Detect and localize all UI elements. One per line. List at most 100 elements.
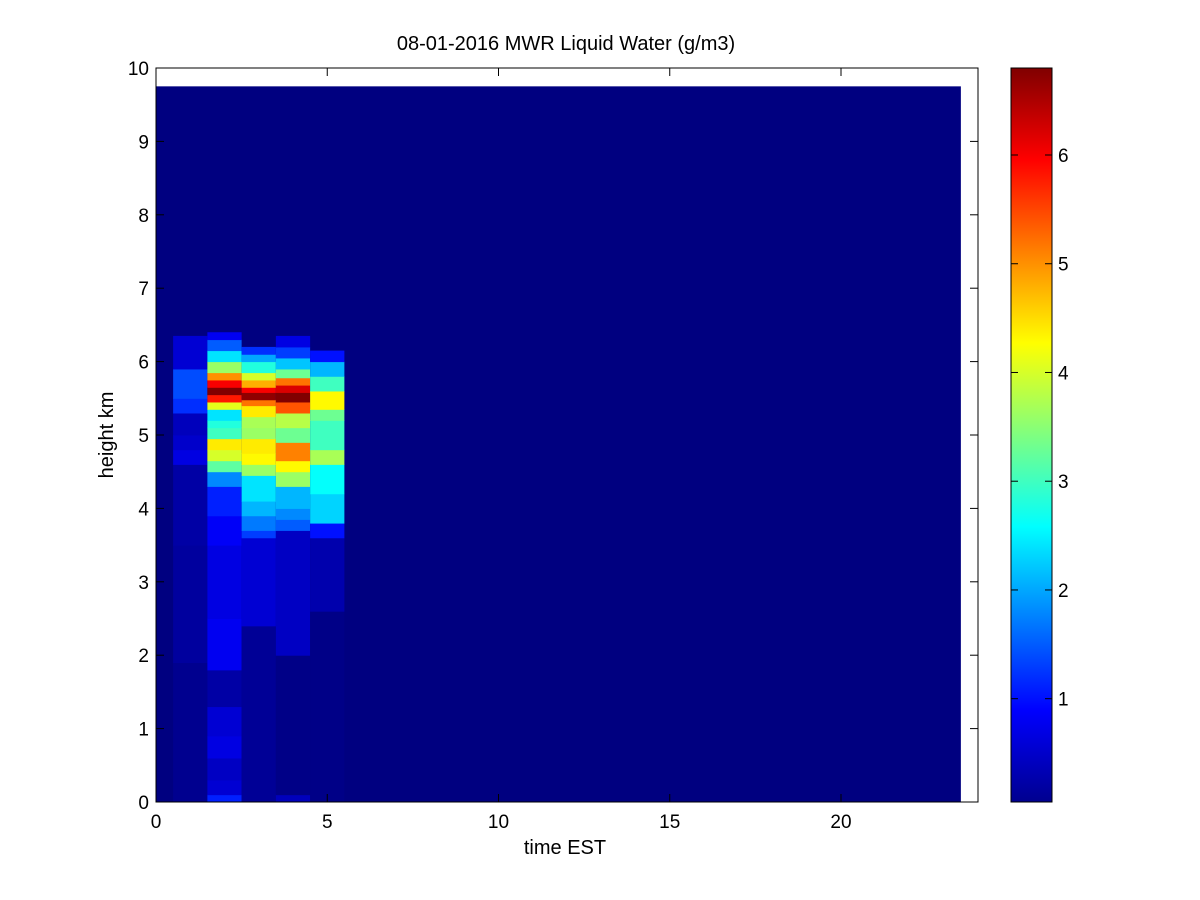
heatmap-cell <box>310 611 345 803</box>
heatmap-cell <box>275 346 311 359</box>
heatmap-cell <box>241 416 276 429</box>
heatmap-cell <box>207 350 242 363</box>
heatmap-cell <box>207 471 242 487</box>
y-tick-label: 6 <box>138 353 149 374</box>
heatmap-cell <box>275 530 311 656</box>
heatmap-cell <box>173 412 208 436</box>
heatmap-cell <box>207 401 242 410</box>
heatmap-cell <box>207 332 242 341</box>
heatmap-cell <box>173 368 208 399</box>
x-tick-label: 10 <box>488 812 509 833</box>
heatmap-cell <box>310 350 345 363</box>
heatmap-cell <box>207 669 242 708</box>
x-tick-label: 20 <box>830 812 851 833</box>
y-tick-label: 10 <box>128 59 149 80</box>
heatmap-cell <box>207 438 242 451</box>
heatmap-cell <box>207 618 242 671</box>
heatmap-cell <box>241 361 276 374</box>
heatmap-cell <box>207 379 242 388</box>
heatmap-cell <box>241 501 276 517</box>
heatmap-cell <box>241 354 276 363</box>
heatmap-cell <box>173 398 208 414</box>
heatmap-cell <box>275 508 311 520</box>
heatmap-cells <box>156 86 961 803</box>
heatmap-cell <box>207 427 242 440</box>
y-axis-label: height km <box>96 392 118 479</box>
colorbar <box>1010 67 1053 803</box>
heatmap-cell <box>207 361 242 374</box>
heatmap-cell <box>275 655 311 796</box>
chart-title: 08-01-2016 MWR Liquid Water (g/m3) <box>397 33 735 55</box>
heatmap-cell <box>310 409 345 421</box>
heatmap-cell <box>241 530 276 539</box>
y-tick-label: 4 <box>138 499 149 520</box>
y-tick-label: 9 <box>138 132 149 153</box>
y-tick-label: 7 <box>138 279 149 300</box>
heatmap-cell <box>207 339 242 352</box>
heatmap-cell <box>310 537 345 612</box>
heatmap-cell <box>207 515 242 546</box>
heatmap-cell <box>275 377 311 386</box>
heatmap-cell <box>241 625 276 803</box>
heatmap-cell <box>275 357 311 370</box>
heatmap-cell <box>207 387 242 396</box>
x-tick-label: 15 <box>659 812 680 833</box>
heatmap-cell <box>241 537 276 627</box>
heatmap-cell <box>241 475 276 502</box>
heatmap-cell <box>173 449 208 465</box>
heatmap-cell <box>241 438 276 454</box>
heatmap-cell <box>207 372 242 381</box>
heatmap-cell <box>207 449 242 462</box>
heatmap-cell <box>275 392 311 403</box>
heatmap-cell <box>241 453 276 465</box>
heatmap-cell <box>207 486 242 517</box>
heatmap-cell <box>310 523 345 539</box>
heatmap-cell <box>275 442 311 462</box>
heatmap-cell <box>207 757 242 781</box>
heatmap-cell <box>275 368 311 379</box>
heatmap-cell <box>275 385 311 393</box>
heatmap-cell <box>207 794 242 803</box>
y-tick-label: 8 <box>138 206 149 227</box>
heatmap-cell <box>241 346 276 355</box>
heatmap-cell <box>173 545 208 664</box>
y-tick-label: 5 <box>138 426 149 447</box>
heatmap-cell <box>241 387 276 393</box>
heatmap-cell <box>241 392 276 401</box>
heatmap-cell <box>241 379 276 388</box>
y-tick-label: 2 <box>138 646 149 667</box>
x-axis-label: time EST <box>524 837 606 859</box>
heatmap-cell <box>207 735 242 759</box>
heatmap-cell <box>310 376 345 392</box>
heatmap-cell <box>310 493 345 524</box>
heatmap-cell <box>207 545 242 619</box>
heatmap-cell <box>275 412 311 429</box>
heatmap-cell <box>207 420 242 429</box>
heatmap-cell <box>275 471 311 487</box>
heatmap-cell <box>173 464 208 546</box>
heatmap-cell <box>207 409 242 421</box>
colorbar-tick-label: 6 <box>1058 146 1069 167</box>
heatmap-cell <box>207 460 242 473</box>
heatmap-cell <box>241 399 276 407</box>
colorbar-tick-label: 5 <box>1058 255 1069 276</box>
heatmap-cell <box>310 449 345 465</box>
heatmap-cell <box>207 394 242 403</box>
heatmap-cell <box>275 460 311 473</box>
y-tick-label: 1 <box>138 720 149 741</box>
heatmap-cell <box>173 435 208 451</box>
heatmap-cell <box>173 662 208 803</box>
heatmap-cell <box>275 427 311 443</box>
colorbar-tick-label: 3 <box>1058 472 1069 493</box>
heatmap-cell <box>241 427 276 440</box>
x-tick-label: 0 <box>151 812 162 833</box>
y-tick-label: 3 <box>138 573 149 594</box>
heatmap-cell <box>241 405 276 418</box>
heatmap-cell <box>241 464 276 476</box>
colorbar-tick-label: 4 <box>1058 363 1069 384</box>
axes: 0 5 10 15 20 0 1 2 3 4 5 6 7 8 9 10 <box>128 59 978 833</box>
heatmap-cell <box>275 519 311 531</box>
heatmap-cell <box>207 706 242 737</box>
y-tick-label: 0 <box>138 793 149 814</box>
